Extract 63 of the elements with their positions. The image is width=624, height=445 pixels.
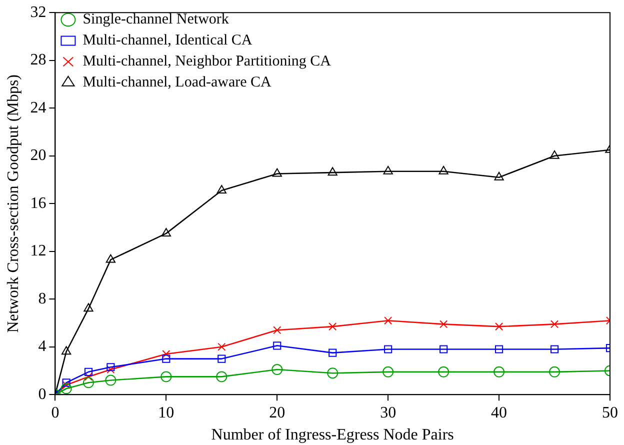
legend-label: Multi-channel, Neighbor Partitioning CA	[82, 54, 332, 70]
point	[382, 366, 394, 378]
point	[106, 365, 115, 374]
y-tick-label: 8	[38, 290, 46, 308]
point	[162, 350, 170, 358]
point	[328, 167, 338, 176]
point	[218, 354, 226, 363]
point	[272, 364, 283, 376]
x-tick-label: 0	[51, 404, 60, 422]
x-tick-label: 20	[269, 404, 286, 422]
point	[440, 345, 448, 354]
y-tick-label: 24	[30, 99, 46, 116]
point	[328, 322, 337, 331]
point	[62, 378, 70, 387]
point	[218, 342, 226, 351]
point	[162, 354, 170, 363]
point	[495, 322, 504, 331]
point	[550, 150, 560, 159]
x-tick-label: 30	[380, 404, 396, 422]
point	[106, 363, 115, 372]
point	[549, 366, 560, 378]
point	[160, 371, 172, 382]
legend-label: Multi-channel, Identical CA	[82, 32, 252, 49]
y-tick-label: 28	[30, 52, 46, 69]
point	[273, 342, 282, 350]
y-tick-label: 0	[38, 386, 46, 403]
y-tick-label: 16	[30, 194, 46, 212]
y-axis-title: Network Cross-section Goodput (Mbps)	[4, 74, 22, 333]
y-tick-label: 12	[30, 242, 46, 260]
point	[105, 374, 116, 386]
point	[82, 377, 94, 388]
point	[216, 184, 226, 194]
point	[272, 168, 282, 177]
point	[328, 348, 337, 357]
legend-label: Single-channel Network	[82, 12, 230, 28]
point	[440, 320, 448, 328]
point	[327, 368, 338, 379]
x-tick-label: 50	[602, 404, 618, 422]
point	[106, 254, 116, 263]
point	[384, 345, 392, 354]
point	[550, 345, 559, 354]
point	[273, 326, 282, 334]
point	[384, 316, 392, 325]
point	[438, 166, 448, 174]
point	[494, 172, 504, 180]
x-tick-label: 40	[491, 404, 508, 422]
point	[216, 371, 228, 382]
point	[161, 228, 171, 236]
y-tick-label: 4	[38, 338, 46, 356]
point	[84, 303, 94, 312]
point	[84, 368, 93, 376]
point	[61, 346, 72, 355]
point	[550, 320, 559, 328]
y-tick-label: 32	[30, 4, 46, 21]
point	[383, 166, 393, 174]
x-tick-label: 10	[158, 404, 174, 422]
legend-label: Multi-channel, Load-aware CA	[82, 74, 272, 91]
point	[494, 366, 505, 378]
y-tick-label: 20	[30, 147, 46, 164]
point	[495, 345, 504, 354]
x-axis-title: Number of Ingress-Egress Node Pairs	[211, 426, 454, 444]
point	[60, 383, 72, 394]
point	[438, 366, 450, 378]
